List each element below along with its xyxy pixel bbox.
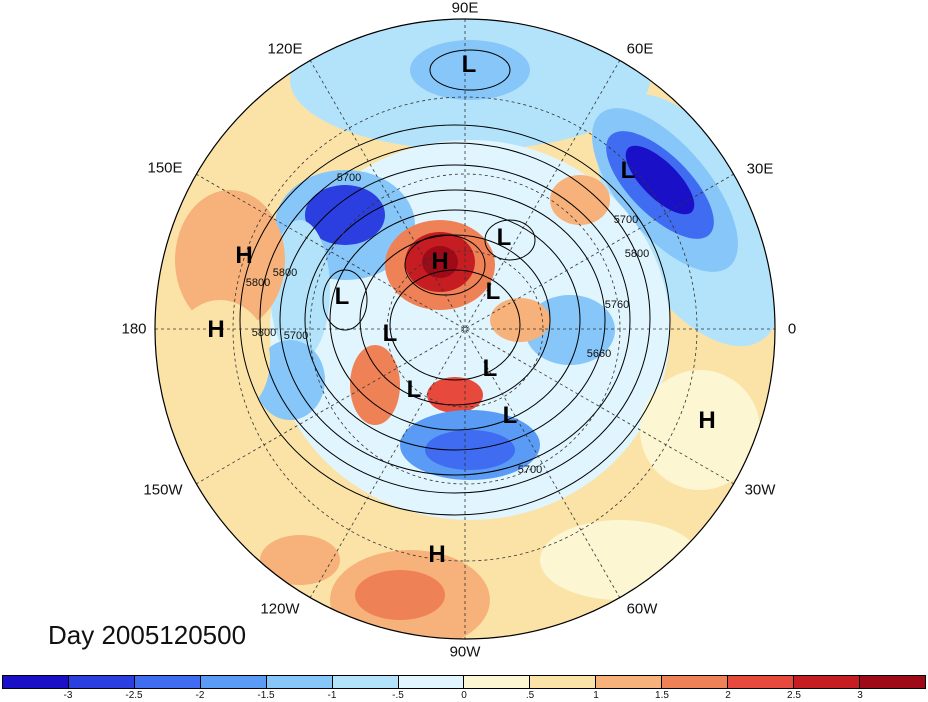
lon-label-60e: 60E	[626, 40, 654, 58]
low-marker: L	[485, 278, 501, 305]
colorbar-swatch	[134, 676, 201, 688]
colorbar-tick-label: 3	[857, 690, 863, 701]
lon-label-150e: 150E	[147, 159, 183, 177]
lon-label-180: 180	[121, 320, 147, 338]
low-marker: L	[382, 320, 398, 347]
contour-label: 5700	[613, 214, 639, 226]
low-marker: L	[620, 157, 636, 184]
low-marker: L	[502, 402, 518, 429]
lon-label-30e: 30E	[746, 160, 774, 178]
colorbar-swatch	[398, 676, 465, 688]
colorbar-tick-label: .5	[525, 690, 535, 701]
low-marker: L	[406, 376, 422, 403]
lon-label-150w: 150W	[143, 481, 183, 499]
contour-label: 5800	[251, 327, 277, 339]
colorbar-tick-label: -1.5	[257, 690, 275, 701]
high-marker: H	[698, 407, 716, 434]
colorbar-tick-label: 0	[461, 690, 467, 701]
colorbar-swatch	[596, 676, 663, 688]
contour-label: 5800	[624, 248, 650, 260]
colorbar-swatch	[68, 676, 135, 688]
graticule	[155, 19, 775, 639]
colorbar-swatch	[859, 676, 925, 688]
colorbar-tick-label: 1	[593, 690, 599, 701]
colorbar-swatch	[794, 676, 860, 688]
colorbar-swatch	[464, 676, 531, 688]
colorbar-tick-label: -.5	[392, 690, 404, 701]
contour-label: 5800	[272, 267, 298, 279]
colorbar-swatch	[266, 676, 333, 688]
colorbar-swatch	[728, 676, 795, 688]
colorbar-swatch	[200, 676, 267, 688]
colorbar-labels: -3 -2.5 -2 -1.5 -1 -.5 0 .5 1 1.5 2 2.5 3	[2, 690, 926, 702]
colorbar-tick-label: 1.5	[655, 690, 669, 701]
low-marker: L	[482, 355, 498, 382]
colorbar-tick-label: -3	[63, 690, 73, 701]
contour-label: 5800	[245, 277, 271, 289]
high-marker: H	[431, 248, 449, 275]
high-marker: H	[207, 316, 225, 343]
colorbar-swatch	[3, 676, 69, 688]
low-marker: L	[461, 51, 477, 78]
lon-label-0: 0	[787, 320, 797, 338]
contour-label: 5700	[336, 172, 362, 184]
colorbar-swatch	[332, 676, 399, 688]
colorbar-tick-label: -2.5	[125, 690, 143, 701]
colorbar-swatch	[530, 676, 597, 688]
colorbar-tick-label: -2	[195, 690, 205, 701]
contour-label: 5700	[517, 464, 543, 476]
contour-label: 5700	[283, 330, 309, 342]
lon-label-120w: 120W	[260, 600, 300, 618]
low-marker: L	[496, 224, 512, 251]
colorbar-tick-label: -1	[327, 690, 337, 701]
map-title: Day 2005120500	[48, 620, 247, 650]
colorbar-tick-label: 2.5	[787, 690, 801, 701]
high-marker: H	[428, 541, 446, 568]
low-marker: L	[334, 283, 350, 310]
lon-label-30w: 30W	[744, 481, 776, 499]
contour-label: 5760	[604, 299, 630, 311]
height-contours	[239, 49, 671, 516]
lon-label-90w: 90W	[449, 643, 481, 661]
contour-label: 5660	[586, 348, 612, 360]
lon-label-60w: 60W	[626, 600, 658, 618]
colorbar-tick-label: 2	[725, 690, 731, 701]
colorbar-swatch	[662, 676, 729, 688]
colorbar	[2, 675, 926, 689]
high-marker: H	[235, 242, 253, 269]
lon-label-120e: 120E	[267, 40, 303, 58]
lon-label-90e: 90E	[451, 0, 479, 17]
